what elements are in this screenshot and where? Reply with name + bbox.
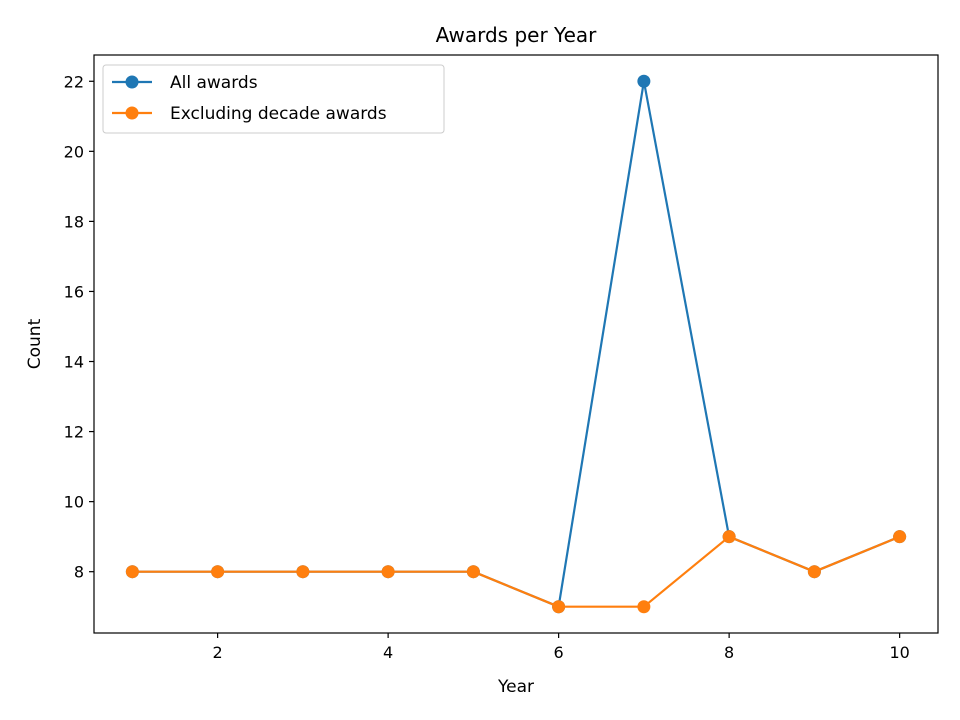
data-point <box>637 74 651 88</box>
legend: All awards Excluding decade awards <box>102 64 445 134</box>
data-point <box>381 565 395 579</box>
x-axis-label: Year <box>497 677 534 697</box>
data-point <box>552 600 566 614</box>
plot-frame <box>93 54 939 634</box>
data-point <box>125 565 139 579</box>
chart-title: Awards per Year <box>436 23 598 47</box>
legend-marker <box>125 75 139 89</box>
data-point <box>722 530 736 544</box>
series-layer <box>125 74 907 614</box>
data-point <box>807 565 821 579</box>
x-tick-label: 6 <box>554 643 564 662</box>
y-tick-label: 14 <box>64 353 84 372</box>
data-point <box>893 530 907 544</box>
y-tick-label: 16 <box>64 282 84 301</box>
legend-entry-all-awards: All awards <box>112 73 258 93</box>
legend-marker <box>125 106 139 120</box>
data-point <box>637 600 651 614</box>
x-tick-label: 2 <box>213 643 223 662</box>
x-tick-label: 4 <box>383 643 393 662</box>
legend-box <box>102 64 445 134</box>
legend-label: All awards <box>170 73 258 93</box>
legend-entry-excluding-decade-awards: Excluding decade awards <box>112 104 387 124</box>
data-point <box>211 565 225 579</box>
series-line <box>132 535 901 608</box>
plot-area <box>94 55 938 633</box>
y-tick-label: 22 <box>64 72 84 91</box>
x-tick-label: 10 <box>889 643 909 662</box>
legend-label: Excluding decade awards <box>170 104 387 124</box>
data-point <box>466 565 480 579</box>
y-tick-label: 18 <box>64 212 84 231</box>
data-point <box>296 565 310 579</box>
y-axis-label: Count <box>25 318 45 369</box>
y-tick-label: 12 <box>64 423 84 442</box>
y-tick-label: 8 <box>74 563 84 582</box>
x-axis: 2 4 6 8 10 <box>213 633 910 662</box>
series-excluding-decade-awards <box>125 530 907 614</box>
y-tick-label: 10 <box>64 493 84 512</box>
x-tick-label: 8 <box>724 643 734 662</box>
y-axis: 8 10 12 14 16 18 20 22 <box>64 72 94 582</box>
y-tick-label: 20 <box>64 142 84 161</box>
